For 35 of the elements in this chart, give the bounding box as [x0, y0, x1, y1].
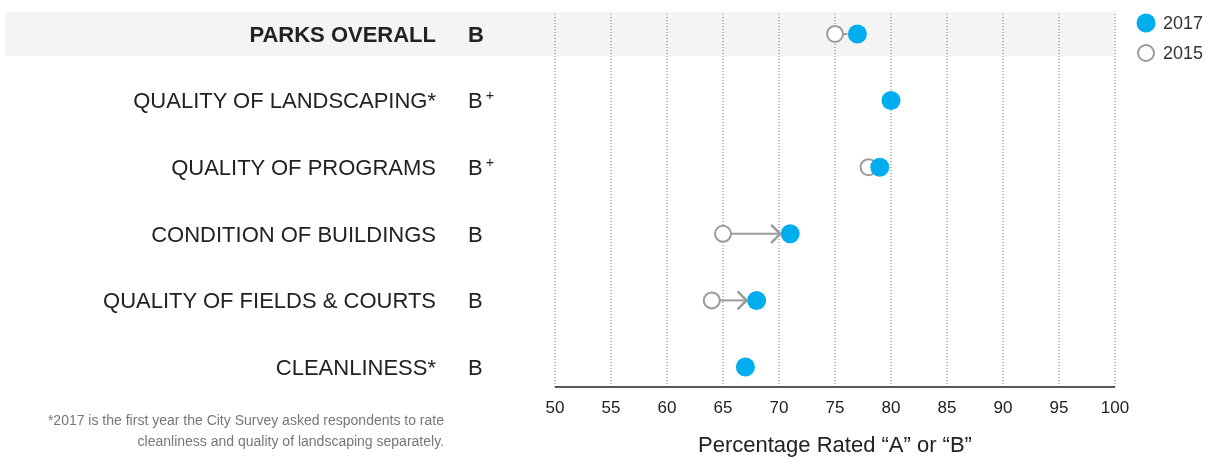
x-tick-label: 60: [657, 398, 677, 418]
text: B: [468, 288, 483, 314]
x-tick-label: 70: [769, 398, 789, 418]
x-tick-label: 85: [937, 398, 957, 418]
point: [826, 24, 844, 43]
text: B: [468, 21, 484, 47]
x-tick-label: 65: [713, 398, 733, 418]
point: [870, 157, 890, 177]
text: *2017 is the first year the City Survey asked respondents to rate cleanliness and quality of landscaping separately.: [46, 411, 444, 451]
x-tick-label: 100: [1100, 398, 1130, 418]
y-tick-label: QUALITY OF PROGRAMS: [171, 154, 436, 180]
text: B$^{+}$: [468, 87, 495, 114]
y-tick-label: CONDITION OF BUILDINGS: [151, 221, 436, 247]
x-axis-title: Percentage Rated “A” or “B”: [698, 432, 972, 457]
y-tick-label: PARKS OVERALL: [249, 21, 436, 47]
text: B$^{+}$: [468, 153, 495, 180]
point: [747, 290, 767, 310]
text: B: [468, 354, 483, 380]
x-tick-label: 55: [601, 398, 621, 418]
x-tick-label: 50: [545, 398, 565, 418]
legend-label: 2015: [1163, 42, 1204, 64]
y-tick-label: QUALITY OF LANDSCAPING*: [133, 88, 437, 114]
text: B: [468, 221, 483, 247]
legend-label: 2017: [1163, 12, 1204, 34]
x-tick-label: 90: [993, 398, 1013, 418]
x-tick-label: 80: [881, 398, 901, 418]
point: [714, 224, 732, 243]
point: [847, 24, 867, 44]
point: [780, 224, 800, 244]
x-tick-label: 75: [825, 398, 845, 418]
point: [881, 91, 901, 111]
x-tick-label: 95: [1049, 398, 1069, 418]
y-tick-label: CLEANLINESS*: [275, 354, 437, 380]
y-tick-label: QUALITY OF FIELDS & COURTS: [103, 288, 436, 314]
point: [735, 357, 755, 377]
